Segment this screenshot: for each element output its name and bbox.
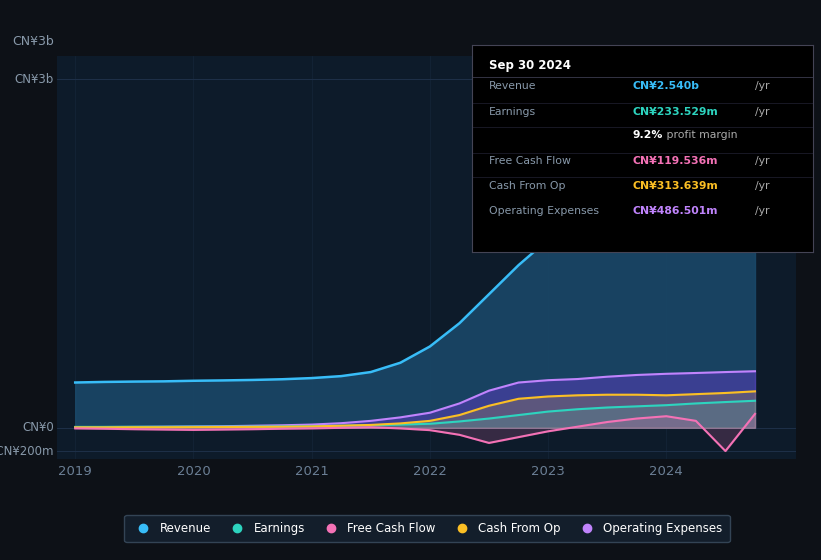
Text: /yr: /yr <box>754 81 769 91</box>
Text: CN¥233.529m: CN¥233.529m <box>632 107 718 117</box>
Text: CN¥313.639m: CN¥313.639m <box>632 180 718 190</box>
Text: -CN¥200m: -CN¥200m <box>0 445 54 458</box>
Text: CN¥0: CN¥0 <box>22 421 54 435</box>
Text: Cash From Op: Cash From Op <box>489 180 566 190</box>
Text: /yr: /yr <box>754 180 769 190</box>
Text: CN¥3b: CN¥3b <box>15 73 54 86</box>
Text: Free Cash Flow: Free Cash Flow <box>489 156 571 166</box>
Text: CN¥2.540b: CN¥2.540b <box>632 81 699 91</box>
Text: profit margin: profit margin <box>663 130 737 140</box>
Text: Revenue: Revenue <box>489 81 537 91</box>
Text: CN¥119.536m: CN¥119.536m <box>632 156 718 166</box>
Text: CN¥486.501m: CN¥486.501m <box>632 207 718 216</box>
Text: Earnings: Earnings <box>489 107 536 117</box>
Legend: Revenue, Earnings, Free Cash Flow, Cash From Op, Operating Expenses: Revenue, Earnings, Free Cash Flow, Cash … <box>124 515 730 542</box>
Text: CN¥3b: CN¥3b <box>12 35 54 48</box>
Text: /yr: /yr <box>754 207 769 216</box>
Text: /yr: /yr <box>754 107 769 117</box>
Text: Operating Expenses: Operating Expenses <box>489 207 599 216</box>
Text: Sep 30 2024: Sep 30 2024 <box>489 59 571 72</box>
Text: /yr: /yr <box>754 156 769 166</box>
Text: 9.2%: 9.2% <box>632 130 663 140</box>
